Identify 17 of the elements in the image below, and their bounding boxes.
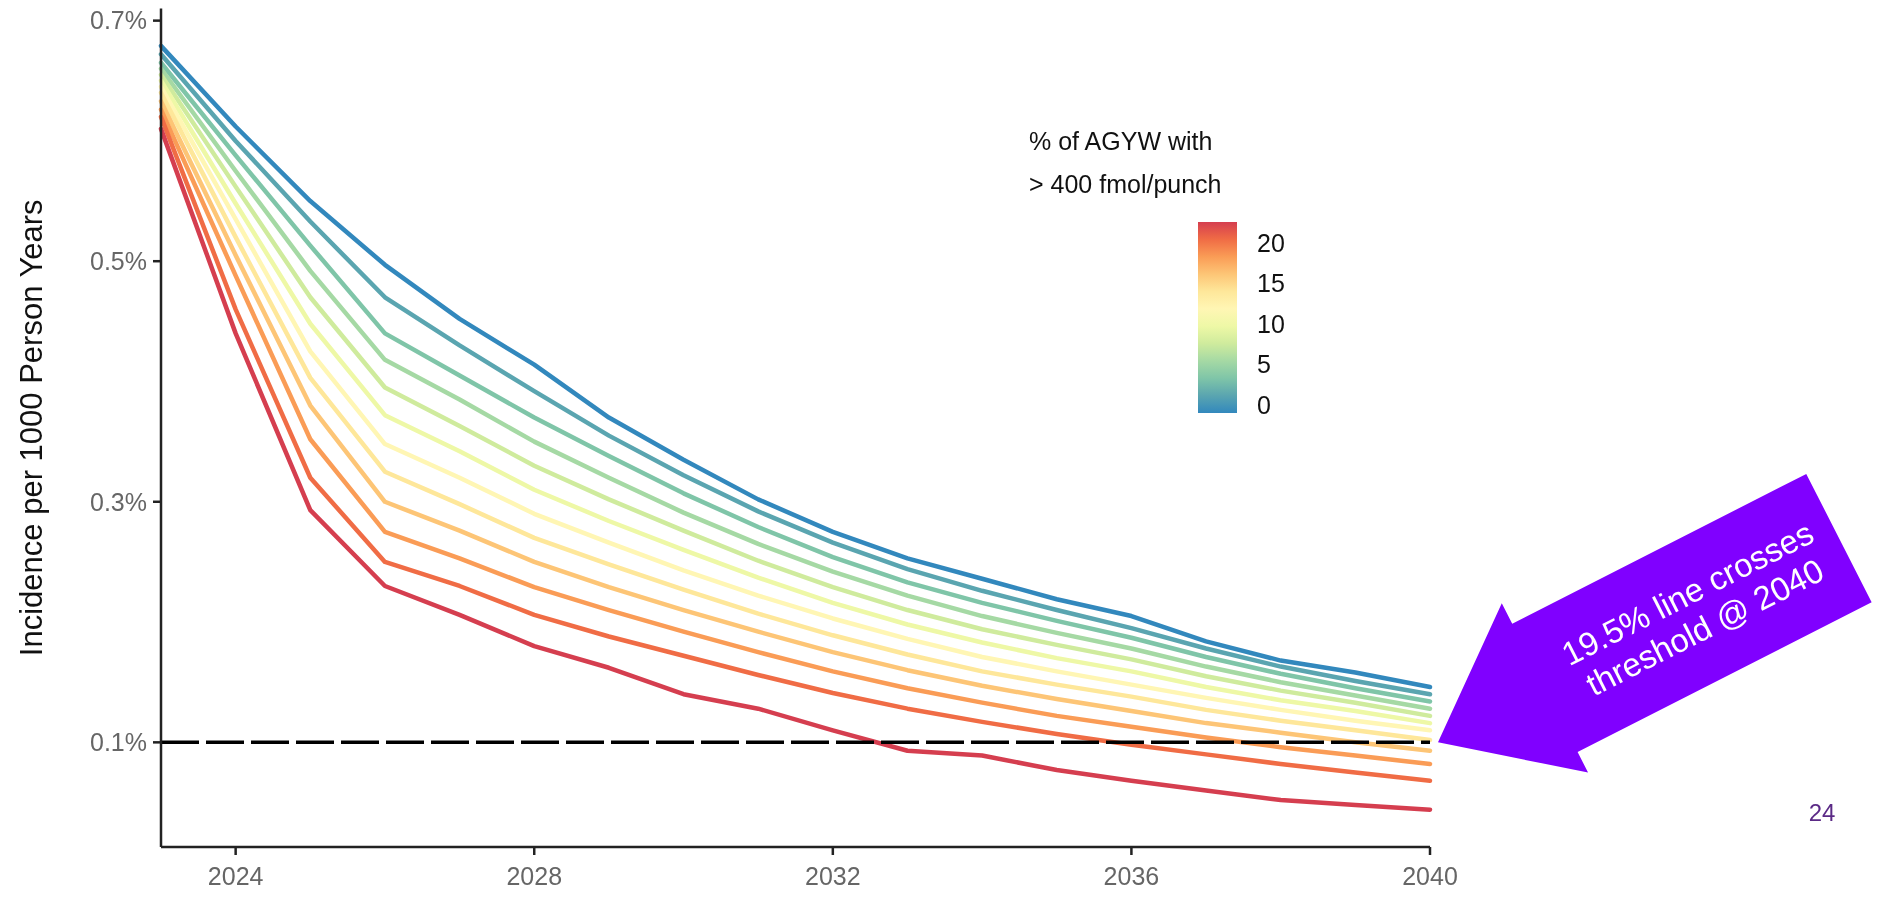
legend-title: % of AGYW with > 400 fmol/punch bbox=[1029, 127, 1222, 198]
annotation: 5 bbox=[1257, 350, 1271, 379]
text: 24 bbox=[1808, 799, 1836, 826]
x-tick-label: 2040 bbox=[1402, 862, 1458, 890]
y-tick-label: 0.1% bbox=[90, 728, 147, 757]
y-tick-label: 0.3% bbox=[90, 487, 147, 516]
annotation: 10 bbox=[1257, 309, 1285, 338]
x-tick-label: 2024 bbox=[207, 862, 264, 890]
annotation: 15 bbox=[1257, 269, 1285, 298]
x-tick-label: 2028 bbox=[506, 862, 563, 890]
y-tick-label: 0.7% bbox=[90, 6, 147, 35]
annotation: 20 bbox=[1257, 228, 1285, 257]
y-tick-label: 0.5% bbox=[90, 246, 147, 275]
x-tick-label: 2032 bbox=[805, 862, 861, 890]
annotation: 0 bbox=[1257, 390, 1271, 419]
y-axis-title: Incidence per 1000 Person Years bbox=[14, 199, 49, 657]
x-tick-label: 2036 bbox=[1103, 862, 1160, 890]
